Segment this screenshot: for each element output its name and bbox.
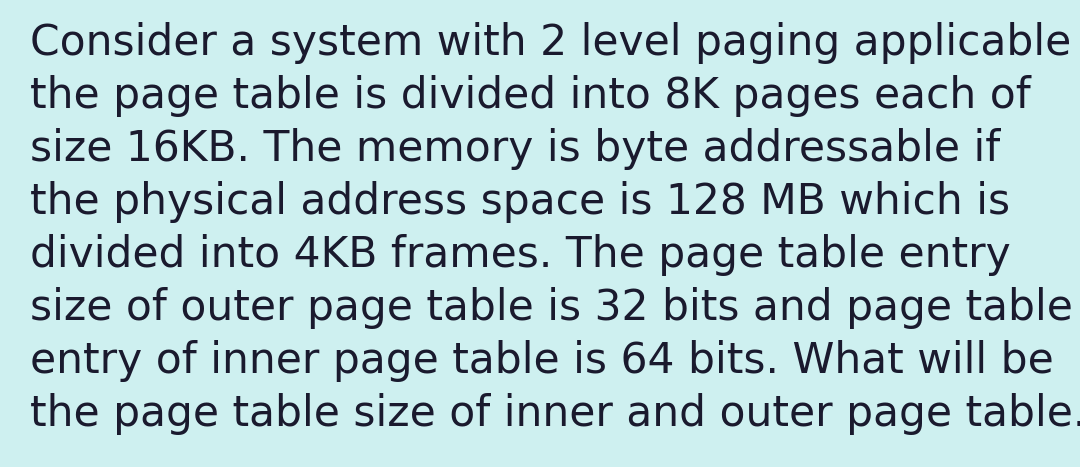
- Text: size of outer page table is 32 bits and page table: size of outer page table is 32 bits and …: [30, 287, 1072, 329]
- Text: the page table size of inner and outer page table.: the page table size of inner and outer p…: [30, 393, 1080, 435]
- Text: Consider a system with 2 level paging applicable: Consider a system with 2 level paging ap…: [30, 22, 1071, 64]
- Text: the physical address space is 128 MB which is: the physical address space is 128 MB whi…: [30, 181, 1010, 223]
- Text: entry of inner page table is 64 bits. What will be: entry of inner page table is 64 bits. Wh…: [30, 340, 1054, 382]
- Text: the page table is divided into 8K pages each of: the page table is divided into 8K pages …: [30, 75, 1030, 117]
- Text: divided into 4KB frames. The page table entry: divided into 4KB frames. The page table …: [30, 234, 1011, 276]
- Text: size 16KB. The memory is byte addressable if: size 16KB. The memory is byte addressabl…: [30, 128, 1000, 170]
